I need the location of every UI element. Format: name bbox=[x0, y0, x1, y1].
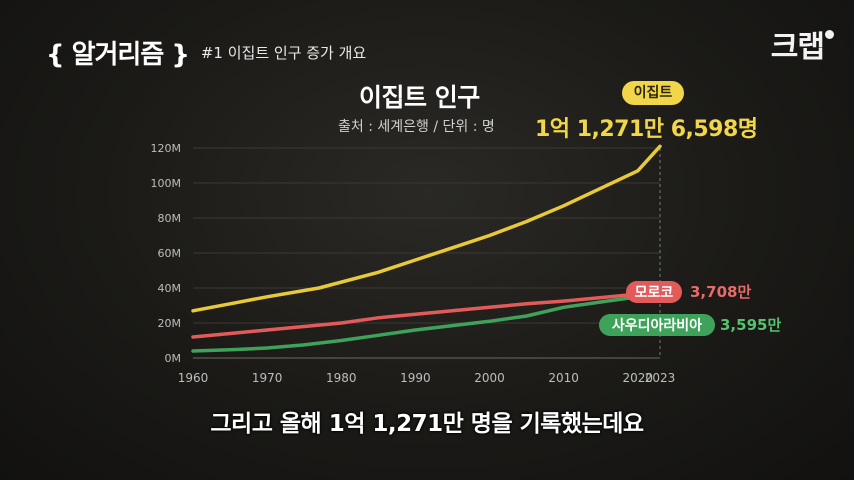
chart-source-note: 출처 : 세계은행 / 단위 : 명 bbox=[338, 119, 495, 135]
grid-layer bbox=[193, 147, 661, 359]
series-label-value-1: 3,708만 bbox=[690, 283, 751, 301]
x-tick-label: 2023 bbox=[645, 371, 676, 385]
x-tick-label: 2010 bbox=[548, 371, 579, 385]
x-tick-label: 2020 bbox=[622, 371, 653, 385]
series-line-1 bbox=[191, 291, 662, 339]
header-category: { 알거리즘 } bbox=[46, 40, 190, 70]
header-episode: #1 이집트 인구 증가 개요 bbox=[200, 44, 367, 62]
logo-dot bbox=[825, 30, 834, 39]
y-tick-label: 120M bbox=[151, 142, 182, 155]
series-label-pill-2 bbox=[599, 314, 715, 336]
x-tick-label: 1980 bbox=[326, 371, 357, 385]
y-tick-label: 40M bbox=[158, 282, 182, 295]
series-label-egypt: 이집트 bbox=[622, 81, 684, 105]
y-tick-label: 0M bbox=[165, 352, 182, 365]
series-label-name-2: 사우디아라비아 bbox=[612, 317, 702, 334]
series-label-pill-1 bbox=[626, 281, 682, 303]
y-tick-label: 20M bbox=[158, 317, 182, 330]
series-line-2 bbox=[191, 293, 662, 353]
axis-layer: 0M 20M 40M 60M 80M 100M 120M 1960 1970 1980 1990 20… bbox=[151, 142, 676, 385]
video-header: { 알거리즘 } #1 이집트 인구 증가 개요 bbox=[46, 34, 366, 71]
series-label-value-2: 3,595만 bbox=[720, 316, 781, 334]
y-tick-label: 80M bbox=[158, 212, 182, 225]
channel-logo: 크랩 bbox=[770, 30, 825, 65]
x-tick-label: 2000 bbox=[474, 371, 505, 385]
x-tick-label: 1990 bbox=[400, 371, 431, 385]
chart-title: 이집트 인구 bbox=[359, 83, 480, 112]
series-value-egypt: 1억 1,271만 6,598명 bbox=[535, 117, 758, 142]
y-tick-label: 100M bbox=[151, 177, 182, 190]
series-label-name-1: 모로코 bbox=[635, 285, 674, 301]
x-tick-label: 1970 bbox=[252, 371, 283, 385]
y-tick-label: 60M bbox=[158, 247, 182, 260]
series-layer bbox=[191, 144, 662, 353]
series-line-0 bbox=[191, 144, 662, 313]
x-tick-label: 1960 bbox=[178, 371, 209, 385]
video-subtitle: 그리고 올해 1억 1,271만 명을 기록했는데요 bbox=[210, 411, 644, 437]
